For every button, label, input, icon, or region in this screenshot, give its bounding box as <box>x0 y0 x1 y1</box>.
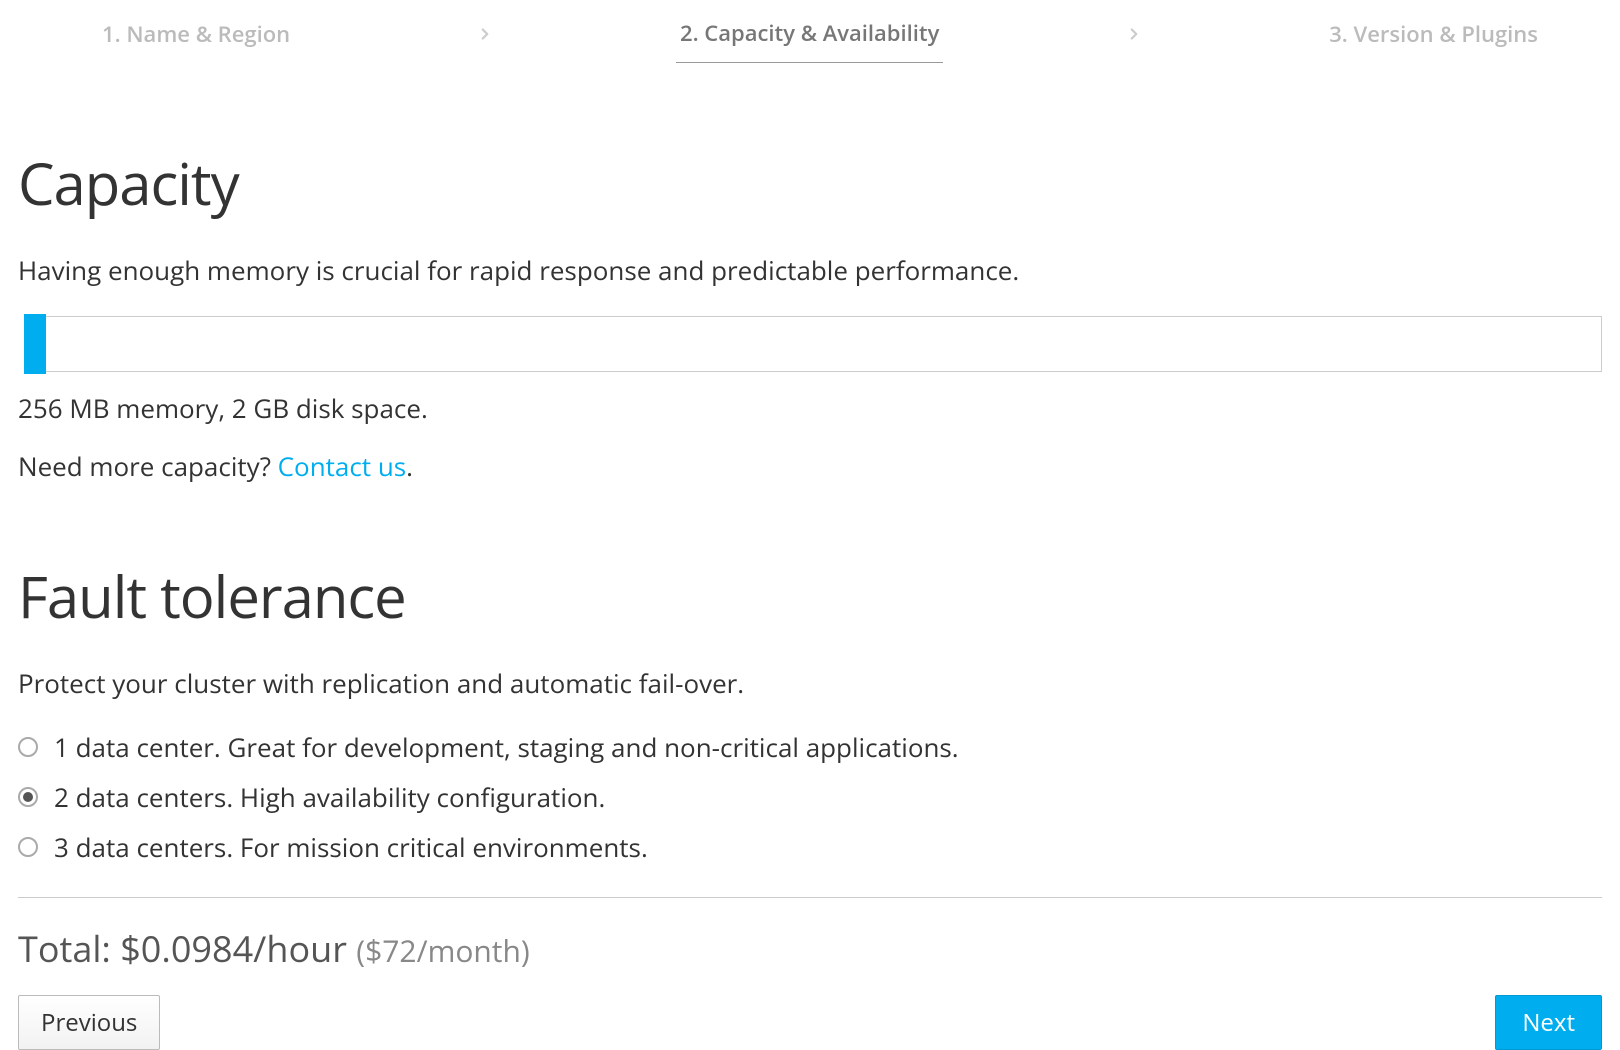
more-capacity-suffix: . <box>406 448 413 484</box>
capacity-heading: Capacity <box>18 143 1602 222</box>
step-name-region[interactable]: 1. Name & Region <box>98 11 294 57</box>
radio-label: 2 data centers. High availability config… <box>54 779 605 815</box>
total-monthly: ($72/month) <box>356 930 529 971</box>
radio-label: 3 data centers. For mission critical env… <box>54 829 648 865</box>
wizard-steps: 1. Name & Region 2. Capacity & Availabil… <box>18 0 1602 67</box>
radio-option-1dc[interactable]: 1 data center. Great for development, st… <box>18 729 1602 765</box>
radio-label: 1 data center. Great for development, st… <box>54 729 959 765</box>
radio-input[interactable] <box>18 837 38 857</box>
fault-tolerance-heading: Fault tolerance <box>18 556 1602 635</box>
slider-handle[interactable] <box>24 314 46 374</box>
capacity-value-text: 256 MB memory, 2 GB disk space. <box>18 390 1602 426</box>
next-button[interactable]: Next <box>1495 995 1602 1050</box>
divider <box>18 897 1602 898</box>
fault-tolerance-options: 1 data center. Great for development, st… <box>18 729 1602 865</box>
arrow-right-icon <box>1125 25 1143 43</box>
arrow-right-icon <box>476 25 494 43</box>
more-capacity-text: Need more capacity? Contact us. <box>18 448 1602 484</box>
step-version-plugins[interactable]: 3. Version & Plugins <box>1325 11 1542 57</box>
step-capacity-availability[interactable]: 2. Capacity & Availability <box>676 10 943 63</box>
radio-input[interactable] <box>18 787 38 807</box>
total-line: Total: $0.0984/hour ($72/month) <box>18 924 1602 973</box>
contact-us-link[interactable]: Contact us <box>278 448 407 484</box>
capacity-subtitle: Having enough memory is crucial for rapi… <box>18 252 1602 288</box>
total-prefix: Total: <box>18 924 120 973</box>
previous-button[interactable]: Previous <box>18 995 160 1050</box>
radio-option-3dc[interactable]: 3 data centers. For mission critical env… <box>18 829 1602 865</box>
capacity-slider[interactable] <box>18 316 1602 372</box>
radio-input[interactable] <box>18 737 38 757</box>
footer-buttons: Previous Next <box>18 995 1602 1050</box>
radio-option-2dc[interactable]: 2 data centers. High availability config… <box>18 779 1602 815</box>
total-hourly: $0.0984/hour <box>120 924 347 973</box>
more-capacity-prefix: Need more capacity? <box>18 448 278 484</box>
slider-track <box>36 316 1602 372</box>
fault-tolerance-subtitle: Protect your cluster with replication an… <box>18 665 1602 701</box>
